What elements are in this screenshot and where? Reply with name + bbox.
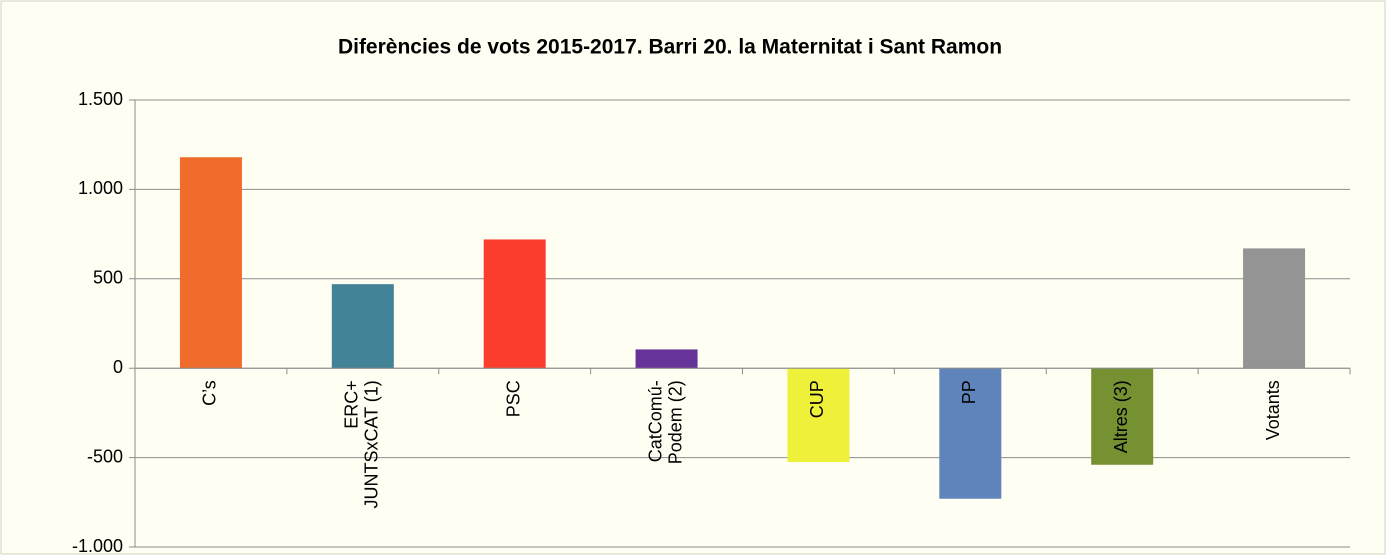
x-tick-label: C’s xyxy=(200,380,220,406)
bar xyxy=(331,284,394,369)
x-tick-label: Votants xyxy=(1263,380,1283,440)
x-tick-label: CUP xyxy=(807,380,827,418)
x-tick-label: Podem (2) xyxy=(665,380,685,464)
x-tick-label: PP xyxy=(959,380,979,404)
x-tick-label: JUNTSxCAT (1) xyxy=(362,380,382,508)
y-tick-label: 0 xyxy=(113,357,123,377)
x-tick-label: PSC xyxy=(503,380,523,417)
bar xyxy=(483,239,546,369)
bar xyxy=(1243,248,1306,369)
y-tick-label: 1.000 xyxy=(78,178,123,198)
y-tick-label: 1.500 xyxy=(78,89,123,109)
bar xyxy=(635,349,698,369)
chart-title: Diferències de vots 2015-2017. Barri 20.… xyxy=(338,36,1002,59)
x-tick-label: Altres (3) xyxy=(1111,380,1131,453)
x-tick-label: ERC+ xyxy=(342,380,362,429)
y-tick-label: -500 xyxy=(87,446,123,466)
y-tick-label: -1.000 xyxy=(72,536,123,555)
x-tick-label: CatComú- xyxy=(645,380,665,462)
bar xyxy=(787,368,850,463)
y-tick-label: 500 xyxy=(93,268,123,288)
bar xyxy=(179,157,242,369)
bar xyxy=(939,368,1002,499)
bar xyxy=(1091,368,1154,465)
